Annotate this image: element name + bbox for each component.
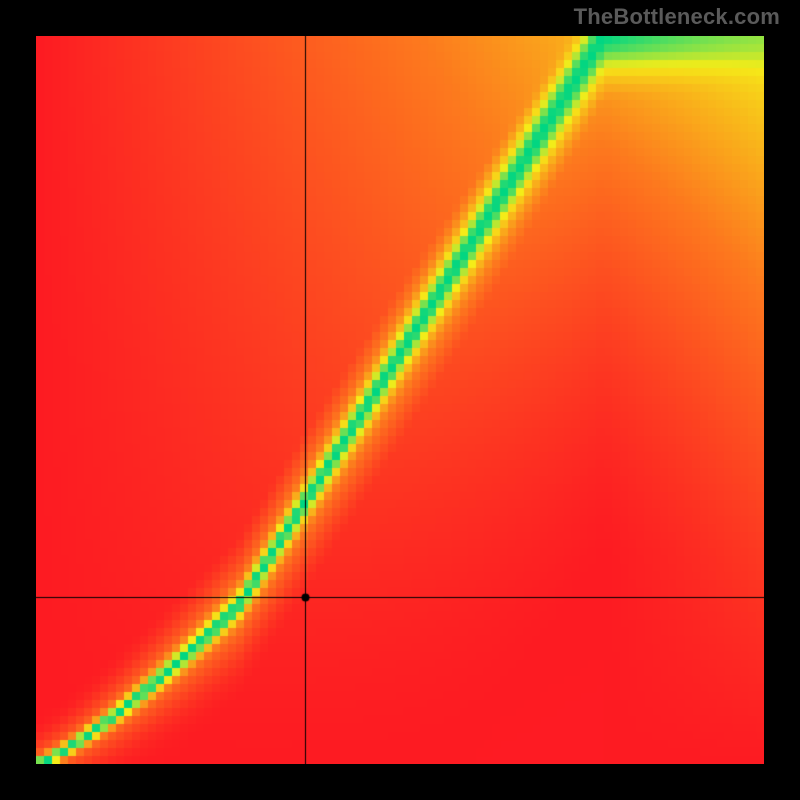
watermark-text: TheBottleneck.com <box>574 4 780 30</box>
bottleneck-heatmap <box>36 36 764 764</box>
chart-container: TheBottleneck.com <box>0 0 800 800</box>
